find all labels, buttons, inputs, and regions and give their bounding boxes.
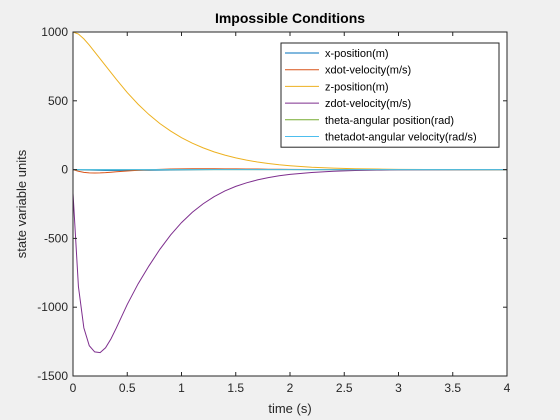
y-axis-label: state variable units xyxy=(14,149,29,258)
chart-title: Impossible Conditions xyxy=(215,10,365,26)
y-tick-label: -500 xyxy=(44,231,68,245)
series-line-4 xyxy=(72,169,508,354)
x-tick-label: 3.5 xyxy=(444,381,461,395)
x-tick-label: 3 xyxy=(395,381,402,395)
series-line-3 xyxy=(72,31,507,171)
legend-entry-label: z-position(m) xyxy=(325,81,389,93)
legend: x-position(m) xdot-velocity(m/s) z-positio… xyxy=(280,42,500,148)
y-tick-label: -1000 xyxy=(37,300,68,314)
series-layer xyxy=(72,31,508,354)
y-tick-label: -1500 xyxy=(37,369,68,383)
x-tick-label: 1 xyxy=(178,381,185,395)
x-tick-label: 0.5 xyxy=(119,381,136,395)
x-tick-label: 2 xyxy=(287,381,294,395)
legend-entry-label: zdot-velocity(m/s) xyxy=(325,98,411,110)
legend-entry-label: theta-angular position(rad) xyxy=(325,115,454,127)
x-axis-label: time (s) xyxy=(268,401,311,416)
x-tick-label: 0 xyxy=(70,381,77,395)
y-tick-label: 1000 xyxy=(41,25,68,39)
x-tick-label: 4 xyxy=(504,381,511,395)
y-tick-label: 500 xyxy=(48,94,68,108)
legend-box xyxy=(280,42,500,148)
x-tick-label: 1.5 xyxy=(227,381,244,395)
legend-entry-label: x-position(m) xyxy=(325,48,389,60)
x-tick-label: 2.5 xyxy=(336,381,353,395)
legend-entry-label: thetadot-angular velocity(rad/s) xyxy=(325,132,477,144)
y-tick-label: 0 xyxy=(61,163,68,177)
ticks-layer: 0 0.5 1 1.5 2 2.5 3 3.5 4 -1500 -1000 -500 0 500 1000 xyxy=(37,25,510,395)
legend-entry-label: xdot-velocity(m/s) xyxy=(325,65,411,77)
